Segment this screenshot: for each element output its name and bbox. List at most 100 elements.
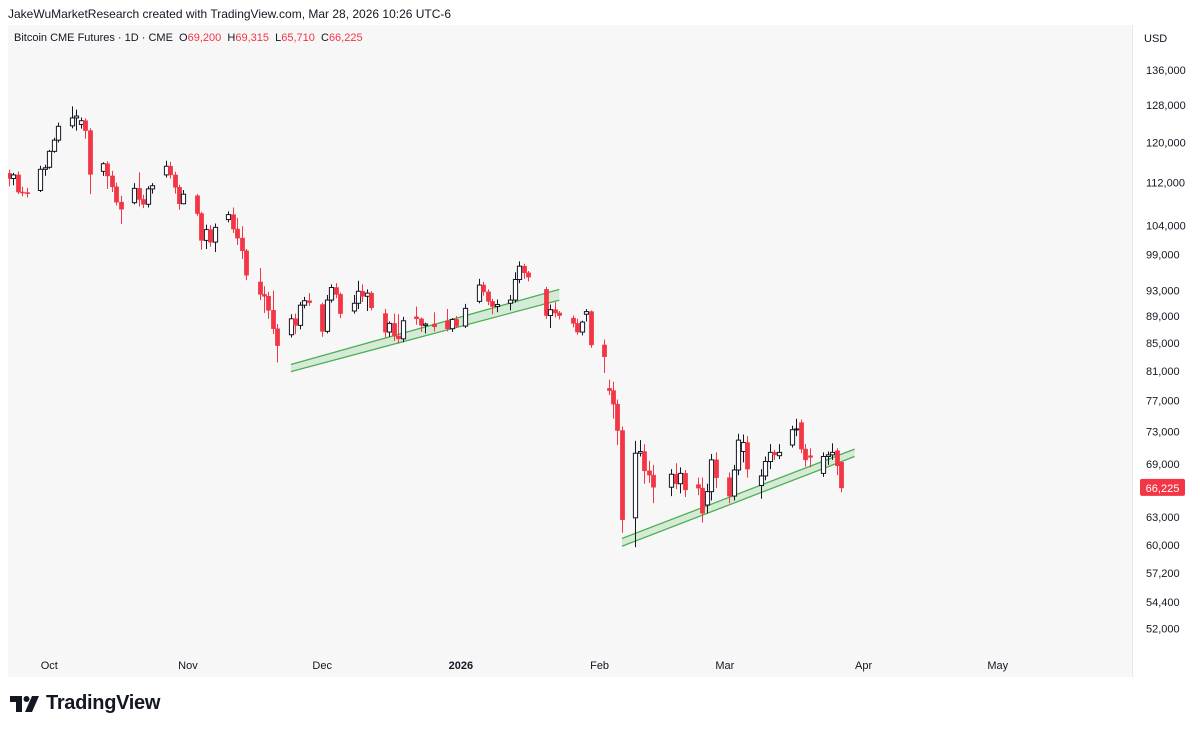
candle	[700, 477, 705, 523]
time-tick-label: Mar	[715, 660, 734, 672]
candle-body	[145, 188, 152, 205]
candle	[392, 313, 397, 341]
candle	[414, 306, 419, 325]
candle-body	[808, 455, 813, 458]
candle	[642, 444, 647, 484]
candle-body	[369, 292, 374, 309]
candle-body	[776, 451, 783, 457]
candle-body	[244, 250, 249, 276]
candle	[651, 464, 656, 504]
candle-body	[396, 335, 401, 340]
legend-symbol: Bitcoin CME Futures · 1D · CME	[14, 32, 179, 44]
candle	[820, 452, 827, 477]
last-price-badge	[1140, 478, 1185, 496]
candle	[42, 164, 49, 176]
candle	[758, 469, 765, 499]
candle-body	[203, 229, 210, 241]
candle-body	[307, 300, 312, 303]
candle	[731, 464, 738, 501]
candle	[320, 302, 325, 337]
candle	[677, 467, 684, 494]
candle-body	[163, 165, 170, 176]
candle-body	[637, 451, 644, 454]
candle-body	[547, 309, 554, 317]
candle-body	[611, 390, 616, 405]
price-tick-label: 73,000	[1146, 426, 1180, 438]
candle-body	[615, 403, 620, 431]
candle-body	[88, 130, 93, 175]
candle-body	[571, 317, 576, 324]
candle-body	[119, 201, 124, 210]
candle	[767, 444, 774, 470]
price-tick-label: 128,000	[1146, 100, 1186, 112]
candle	[137, 172, 142, 207]
candle-body	[208, 229, 213, 243]
candle-body	[557, 312, 562, 316]
candle	[20, 186, 25, 197]
candle	[307, 293, 312, 306]
candle-body	[324, 299, 331, 332]
candle-body	[137, 188, 142, 200]
legend-h-label: H	[227, 32, 235, 44]
price-tick-label: 77,000	[1146, 395, 1180, 407]
candle	[114, 182, 119, 206]
candle-body	[422, 323, 429, 326]
legend-h-value: 69,315	[235, 32, 275, 44]
candle	[835, 448, 840, 476]
candle	[449, 318, 456, 333]
candle	[51, 137, 58, 153]
price-tick-label: 99,000	[1146, 249, 1180, 261]
time-tick-label: 2026	[449, 660, 473, 672]
price-tick-label: 69,000	[1146, 459, 1180, 471]
price-chart[interactable]: 136,000 128,000 120,000 112,000 104,000 99,00…	[8, 25, 1192, 677]
ohlc-legend: Bitcoin CME Futures · 1D · CME O69,200 H…	[14, 32, 363, 44]
candle	[476, 278, 483, 304]
candle-body	[602, 344, 607, 357]
candle	[762, 456, 769, 481]
candle-body	[445, 320, 450, 329]
candle	[244, 249, 249, 281]
candle-body	[789, 429, 796, 446]
candle-body	[383, 313, 388, 333]
candle-body	[173, 174, 178, 188]
candle	[271, 290, 276, 335]
candle	[16, 171, 21, 195]
tradingview-logo-text: TradingView	[46, 692, 161, 714]
candle-body	[839, 462, 844, 489]
candle	[110, 170, 115, 193]
candle	[149, 183, 156, 194]
legend-o-label: O	[179, 32, 188, 44]
candle	[544, 286, 549, 319]
candle	[803, 444, 808, 467]
time-tick-label: Dec	[312, 660, 332, 672]
price-tick-label: 120,000	[1146, 138, 1186, 150]
candle-body	[704, 491, 711, 506]
candle-body	[55, 125, 62, 141]
candle-body	[414, 316, 419, 320]
candle-body	[360, 291, 365, 297]
chart-panel[interactable]: 136,000 128,000 120,000 112,000 104,000 99,00…	[8, 25, 1192, 677]
candle	[481, 281, 486, 296]
candle-body	[10, 174, 17, 180]
candle	[293, 313, 298, 335]
price-tick-label: 60,000	[1146, 540, 1180, 552]
candle-body	[700, 487, 705, 514]
tradingview-logo[interactable]: TradingView	[10, 692, 160, 715]
candle	[262, 286, 267, 313]
candle-body	[494, 304, 501, 307]
time-tick-label: Oct	[41, 660, 58, 672]
candle-body	[78, 120, 85, 125]
candle	[145, 186, 152, 208]
candle	[266, 291, 271, 319]
candle-body	[642, 451, 647, 472]
candle-body	[589, 311, 594, 346]
trend-channels	[290, 288, 855, 547]
candle	[607, 379, 612, 396]
candle	[364, 289, 371, 311]
candle-body	[42, 167, 49, 170]
candle-body	[400, 320, 407, 340]
legend-l-label: L	[275, 32, 281, 44]
candle-body	[745, 442, 750, 470]
candle	[547, 304, 554, 329]
candle-body	[258, 281, 263, 295]
